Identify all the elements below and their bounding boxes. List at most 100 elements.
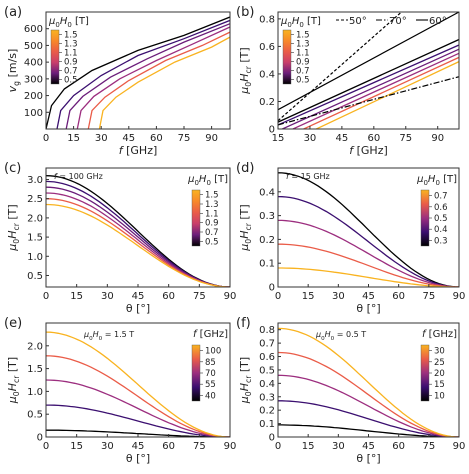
y-tick-label: 0.7 <box>259 339 275 350</box>
x-tick-label: 75 <box>422 441 435 452</box>
condition-annotation: f = 100 GHz <box>54 172 103 181</box>
colorbar-title-part: H <box>428 174 436 185</box>
colorbar-title-part: μ <box>187 174 194 185</box>
colorbar-title: μ0H0 [T] <box>48 16 89 29</box>
colorbar-title-part: H <box>292 16 300 27</box>
colorbar-title-part: [T] <box>72 16 89 27</box>
y-tick-label: 3.0 <box>27 175 43 186</box>
y-axis-label-part: 0 <box>244 391 253 396</box>
y-tick-label: 0.4 <box>259 187 275 198</box>
colorbar-title-part: f <box>193 329 198 340</box>
y-axis-label-part: H <box>238 74 251 82</box>
colorbar-tick-label: 20 <box>434 369 445 379</box>
threshold-line <box>278 76 459 126</box>
y-axis-label: μ0Hcr [T] <box>238 47 253 94</box>
y-axis-label: vg [m/s] <box>6 49 21 93</box>
y-tick-label: 0.2 <box>259 406 275 417</box>
colorbar-tick-label: 100 <box>205 347 221 357</box>
y-axis-label-part: μ <box>6 244 19 252</box>
x-tick-label: 90 <box>224 441 237 452</box>
x-tick-label: 0 <box>275 441 281 452</box>
condition-annotation-part: = 100 GHz <box>57 172 103 181</box>
x-tick-label: 45 <box>132 291 145 302</box>
colorbar-title: μ0H0 [T] <box>416 174 457 187</box>
colorbar-tick-label: 0.9 <box>205 219 219 229</box>
x-tick-label: 60 <box>392 441 405 452</box>
x-axis-label-part: θ [°] <box>356 302 380 315</box>
series-line <box>46 331 230 437</box>
curves <box>278 12 459 129</box>
colorbar-title-part: 0 <box>435 179 439 187</box>
y-axis-label-part: 0 <box>12 239 21 244</box>
x-tick-label: 30 <box>95 133 108 144</box>
colorbar-tick-label: 40 <box>205 391 216 401</box>
y-tick-label: 200 <box>24 91 43 102</box>
y-tick-label: 300 <box>24 74 43 85</box>
colorbar-tick-label: 1.5 <box>205 191 219 201</box>
y-tick-label: 600 <box>24 24 43 35</box>
colorbar-title-part: [GHz] <box>197 329 229 340</box>
x-tick-label: 90 <box>453 441 466 452</box>
colorbar-tick-label: 1.1 <box>205 209 219 219</box>
y-axis-label-part: [T] <box>238 357 251 376</box>
x-tick-label: 90 <box>453 291 466 302</box>
condition-annotation-part: H <box>325 330 331 339</box>
y-axis-label-part: [T] <box>6 204 19 223</box>
series-line <box>278 38 459 123</box>
x-tick-label: 15 <box>272 133 285 144</box>
legend-label: 50° <box>349 16 367 27</box>
condition-annotation-part: μ <box>315 330 321 339</box>
panel-c: (c) 0 15 30 45 60 75 90 0.5 1.0 1.5 2.0 2.5 3.0 θ [°] μ… <box>4 161 236 315</box>
colorbar-title: μ0H0 [T] <box>280 16 321 29</box>
series-line <box>278 374 459 437</box>
legend-label: 70° <box>389 16 407 27</box>
colorbar-title-part: [GHz] <box>426 329 458 340</box>
x-tick-label: 0 <box>43 133 49 144</box>
y-tick-label: 0.5 <box>27 410 43 421</box>
condition-annotation-part: 0 <box>321 336 325 342</box>
series-line <box>316 61 459 129</box>
colorbar-title-part: [T] <box>211 174 228 185</box>
colorbar-tick-label: 10 <box>434 391 445 401</box>
colorbar-title-part: 0 <box>206 179 210 187</box>
colorbar-title-part: H <box>60 16 68 27</box>
x-tick-label: 60 <box>150 133 163 144</box>
y-axis-label-part: μ <box>6 396 19 404</box>
y-axis-label-part: H <box>6 383 19 391</box>
condition-annotation-part: H <box>93 330 99 339</box>
colorbar-title-part: μ <box>280 16 287 27</box>
colorbar-tick-label: 1.1 <box>64 49 78 59</box>
y-tick-label: 0 <box>269 283 275 294</box>
condition-annotation-part: f <box>54 172 58 181</box>
y-tick-label: 2.0 <box>27 341 43 352</box>
curves <box>278 172 459 287</box>
series-line <box>303 56 459 129</box>
series-line <box>46 16 230 129</box>
colorbar <box>420 189 430 247</box>
condition-annotation-part: 0 <box>99 336 103 342</box>
y-axis-label-part: [T] <box>238 204 251 223</box>
x-tick-label: 45 <box>336 133 349 144</box>
x-axis-label-part: [GHz] <box>353 144 388 157</box>
panel-a: (a) 0 15 30 45 60 75 90 100 200 300 400 500 600 f [GHz… <box>4 5 231 157</box>
x-tick-label: 75 <box>193 441 206 452</box>
colorbar-tick-label: 85 <box>205 358 216 368</box>
y-axis-label-part: cr <box>12 375 21 383</box>
colorbar-tick-label: 1.1 <box>296 49 310 59</box>
series-line <box>46 355 230 437</box>
legend-label: 60° <box>429 16 447 27</box>
x-axis-label-part: [GHz] <box>123 144 158 157</box>
y-tick-label: 0.5 <box>259 365 275 376</box>
series-line <box>46 186 230 287</box>
condition-annotation-part: 0 <box>331 336 335 342</box>
y-axis-label: μ0Hcr [T] <box>6 204 21 251</box>
y-tick-label: 2.5 <box>27 194 43 205</box>
x-axis-label: f [GHz] <box>349 144 388 157</box>
colorbar-tick-label: 0.3 <box>434 236 448 246</box>
panel-label: (a) <box>4 5 22 20</box>
panel-label: (b) <box>236 5 254 20</box>
condition-annotation: μ0H0 = 0.5 T <box>315 330 366 342</box>
condition-annotation-part: = 15 GHz <box>289 172 330 181</box>
